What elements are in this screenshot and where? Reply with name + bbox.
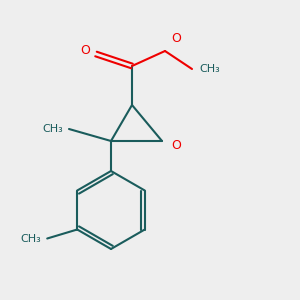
Text: CH₃: CH₃ — [20, 233, 41, 244]
Text: O: O — [80, 44, 90, 58]
Text: O: O — [171, 139, 181, 152]
Text: CH₃: CH₃ — [42, 124, 63, 134]
Text: O: O — [171, 32, 181, 45]
Text: CH₃: CH₃ — [200, 64, 220, 74]
